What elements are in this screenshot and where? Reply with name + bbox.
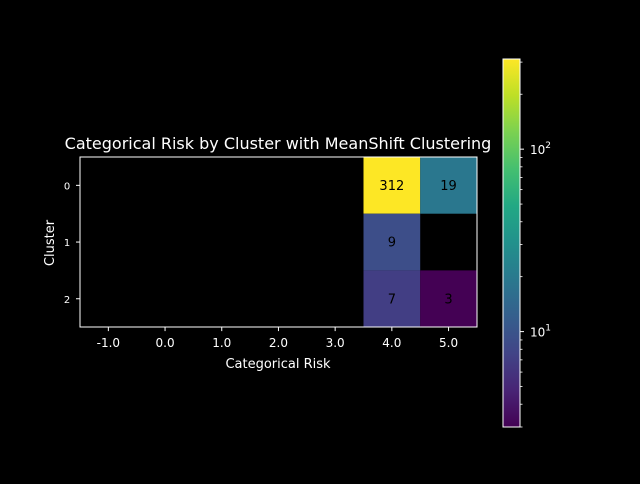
cell-value-label: 312 (379, 179, 404, 194)
x-tick-label: 2.0 (269, 336, 288, 350)
x-tick-label: -1.0 (97, 336, 120, 350)
heatmap-cell (420, 157, 477, 214)
y-axis-label: Cluster (43, 219, 58, 266)
colorbar-tick-label: 102 (530, 141, 551, 157)
x-axis-ticks: -1.0 0.0 1.0 2.0 3.0 4.0 5.0 (97, 327, 458, 350)
x-tick-label: 3.0 (326, 336, 345, 350)
heatmap-cell (363, 213, 421, 271)
x-tick-label: 5.0 (439, 336, 458, 350)
colorbar-frame (502, 58, 521, 428)
colorbar-tick-label: 101 (530, 324, 551, 340)
colorbar: 101 102 (502, 58, 551, 428)
chart-title: Categorical Risk by Cluster with MeanShi… (65, 134, 492, 153)
cell-value-label: 7 (388, 292, 396, 307)
y-tick-label: 1 (64, 238, 70, 249)
cell-value-label: 9 (388, 236, 396, 251)
heatmap-cell (363, 157, 421, 214)
x-tick-label: 0.0 (156, 336, 175, 350)
y-tick-label: 2 (64, 295, 70, 306)
heatmap-cells: 312 19 9 7 3 (363, 157, 477, 328)
x-tick-label: 1.0 (212, 336, 231, 350)
heatmap-cell (363, 270, 421, 328)
heatmap-cell (420, 270, 477, 328)
colorbar-ticks: 101 102 (520, 61, 551, 428)
cell-value-label: 3 (444, 292, 452, 307)
x-tick-label: 4.0 (382, 336, 401, 350)
y-tick-label: 0 (64, 181, 70, 192)
colorbar-gradient (503, 59, 520, 427)
cell-value-label: 19 (440, 179, 457, 194)
y-axis-ticks: 0 1 2 (64, 181, 80, 306)
x-axis-label: Categorical Risk (225, 357, 331, 372)
